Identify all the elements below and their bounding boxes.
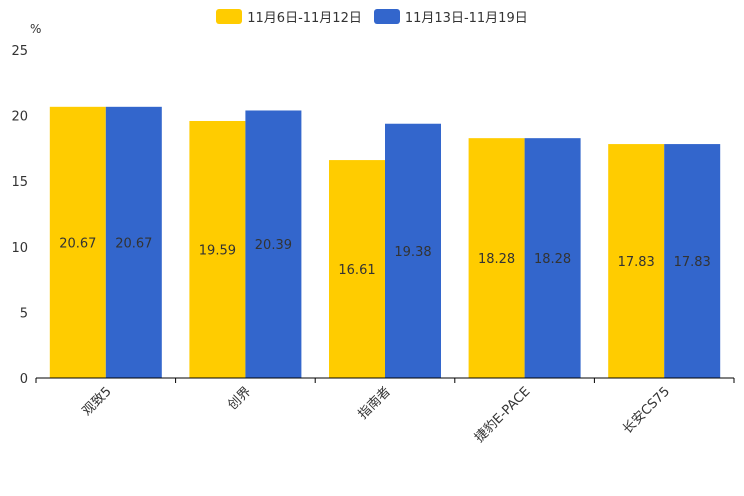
data-label-s1-4: 17.83	[618, 255, 655, 270]
legend-item-series-1[interactable]: 11月6日-11月12日	[216, 7, 362, 26]
bar-s2-2	[385, 123, 441, 378]
bar-s1-2	[329, 160, 385, 378]
data-label-s2-1: 20.39	[255, 238, 292, 253]
y-axis-unit: %	[30, 22, 42, 36]
bar-s2-1	[245, 110, 302, 378]
x-category-label-1: 创界	[225, 384, 254, 413]
bar-s1-0	[49, 106, 106, 378]
bar-s1-1	[189, 120, 246, 379]
legend: 11月6日-11月12日 11月13日-11月19日	[0, 7, 744, 26]
x-category-label-0: 观致5	[80, 384, 115, 419]
y-tick-label-3: 15	[11, 175, 28, 190]
data-label-s2-3: 18.28	[534, 252, 571, 267]
data-label-s2-4: 17.83	[674, 255, 711, 270]
legend-label-series-2: 11月13日-11月19日	[404, 11, 528, 26]
bar-s2-3	[524, 138, 581, 378]
data-label-s1-2: 16.61	[338, 263, 375, 278]
y-tick-label-2: 10	[11, 241, 28, 256]
data-label-s1-3: 18.28	[478, 252, 515, 267]
x-category-label-3: 捷豹E-PACE	[472, 384, 533, 445]
x-category-label-4: 长安CS75	[620, 384, 673, 437]
y-tick-label-4: 20	[11, 110, 28, 125]
data-label-s2-0: 20.67	[115, 236, 152, 251]
data-label-s2-2: 19.38	[394, 245, 431, 260]
data-label-s1-1: 19.59	[199, 243, 236, 258]
y-tick-label-5: 25	[11, 44, 28, 59]
y-tick-label-0: 0	[20, 372, 28, 387]
legend-swatch-series-1	[216, 9, 243, 24]
bar-s2-0	[105, 106, 162, 378]
bar-s1-4	[608, 144, 665, 378]
bar-s1-3	[468, 138, 525, 378]
bar-s2-4	[664, 144, 721, 378]
data-label-s1-0: 20.67	[59, 236, 96, 251]
legend-swatch-series-2	[373, 9, 400, 24]
legend-label-series-1: 11月6日-11月12日	[247, 11, 362, 26]
x-category-label-2: 指南者	[355, 384, 394, 423]
legend-item-series-2[interactable]: 11月13日-11月19日	[373, 7, 528, 26]
y-tick-label-1: 5	[20, 306, 28, 321]
